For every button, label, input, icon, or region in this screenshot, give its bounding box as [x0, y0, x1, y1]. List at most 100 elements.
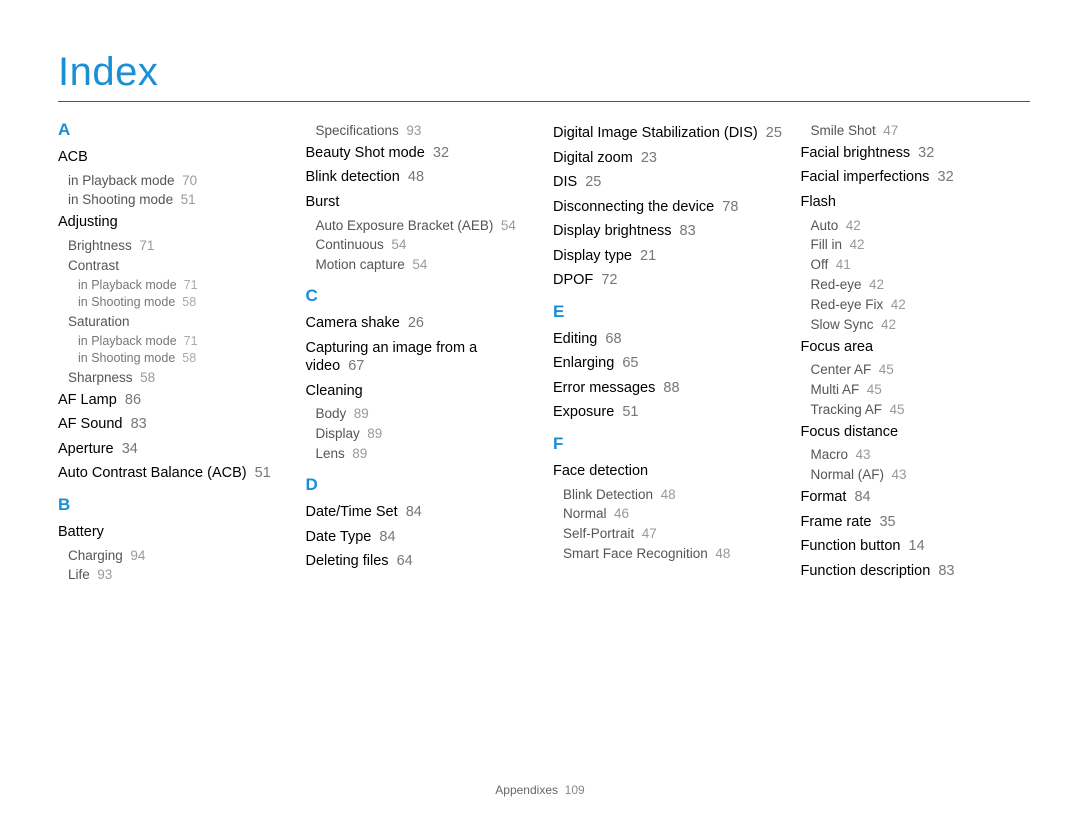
index-entry-page: 84	[379, 529, 395, 545]
index-subentry[interactable]: Fill in 42	[811, 237, 1031, 254]
index-subentry[interactable]: Smart Face Recognition 48	[563, 546, 783, 563]
index-entry[interactable]: DIS 25	[553, 173, 783, 192]
index-subentry[interactable]: in Playback mode 71	[78, 278, 288, 294]
index-entry[interactable]: Flash	[801, 193, 1031, 212]
index-entry[interactable]: Function description 83	[801, 562, 1031, 581]
index-entry[interactable]: AF Sound 83	[58, 415, 288, 434]
index-entry[interactable]: Display brightness 83	[553, 222, 783, 241]
index-entry-page: 64	[397, 553, 413, 569]
index-subentry[interactable]: Blink Detection 48	[563, 487, 783, 504]
index-entry[interactable]: Frame rate 35	[801, 513, 1031, 532]
index-entry[interactable]: Function button 14	[801, 537, 1031, 556]
index-subentry[interactable]: Specifications 93	[316, 123, 536, 140]
index-entry-page: 93	[406, 123, 421, 138]
index-entry[interactable]: Cleaning	[306, 382, 536, 401]
index-entry-page: 25	[766, 125, 782, 141]
index-entry[interactable]: Camera shake 26	[306, 314, 536, 333]
index-subentry[interactable]: Center AF 45	[811, 362, 1031, 379]
index-subentry[interactable]: Contrast	[68, 258, 288, 275]
index-subentry[interactable]: Lens 89	[316, 446, 536, 463]
index-entry[interactable]: Aperture 34	[58, 440, 288, 459]
index-entry[interactable]: Auto Contrast Balance (ACB) 51	[58, 464, 288, 483]
index-entry-page: 93	[97, 567, 112, 582]
index-entry-label: Red-eye	[811, 277, 862, 292]
index-entry-page: 83	[680, 223, 696, 239]
index-entry-page: 58	[182, 351, 196, 365]
index-entry-label: Facial brightness	[801, 145, 911, 161]
index-subentry[interactable]: in Playback mode 70	[68, 173, 288, 190]
index-entry[interactable]: Exposure 51	[553, 403, 783, 422]
index-entry-label: DPOF	[553, 272, 593, 288]
index-entry[interactable]: Facial brightness 32	[801, 144, 1031, 163]
index-subentry[interactable]: Auto Exposure Bracket (AEB) 54	[316, 218, 536, 235]
index-entry[interactable]: Burst	[306, 193, 536, 212]
index-subentry[interactable]: Motion capture 54	[316, 257, 536, 274]
index-entry-label: Function description	[801, 563, 931, 579]
index-entry[interactable]: Facial imperfections 32	[801, 168, 1031, 187]
index-entry[interactable]: Battery	[58, 523, 288, 542]
index-entry[interactable]: Editing 68	[553, 330, 783, 349]
index-entry-page: 42	[850, 237, 865, 252]
index-subentry[interactable]: Red-eye Fix 42	[811, 297, 1031, 314]
index-entry[interactable]: Focus distance	[801, 423, 1031, 442]
index-subentry[interactable]: Off 41	[811, 257, 1031, 274]
index-subentry[interactable]: in Shooting mode 58	[78, 351, 288, 367]
index-entry-label: Camera shake	[306, 315, 400, 331]
index-entry-label: Normal	[563, 506, 607, 521]
index-subentry[interactable]: Charging 94	[68, 548, 288, 565]
index-entry-label: Frame rate	[801, 514, 872, 530]
index-subentry[interactable]: Continuous 54	[316, 237, 536, 254]
index-subentry[interactable]: Sharpness 58	[68, 370, 288, 387]
index-subentry[interactable]: Display 89	[316, 426, 536, 443]
index-entry-page: 21	[640, 248, 656, 264]
index-entry[interactable]: Beauty Shot mode 32	[306, 144, 536, 163]
index-entry-label: in Shooting mode	[78, 351, 175, 365]
index-subentry[interactable]: Tracking AF 45	[811, 402, 1031, 419]
index-entry[interactable]: Disconnecting the device 78	[553, 198, 783, 217]
index-entry-page: 46	[614, 506, 629, 521]
index-entry[interactable]: Format 84	[801, 488, 1031, 507]
index-entry[interactable]: Face detection	[553, 462, 783, 481]
index-subentry[interactable]: Life 93	[68, 567, 288, 584]
index-entry[interactable]: ACB	[58, 148, 288, 167]
index-entry-label: ACB	[58, 149, 88, 165]
index-subentry[interactable]: Saturation	[68, 314, 288, 331]
index-entry[interactable]: Display type 21	[553, 247, 783, 266]
index-entry[interactable]: Digital zoom 23	[553, 149, 783, 168]
index-subentry[interactable]: Red-eye 42	[811, 277, 1031, 294]
index-entry-page: 70	[182, 173, 197, 188]
index-entry[interactable]: DPOF 72	[553, 271, 783, 290]
index-subentry[interactable]: Brightness 71	[68, 238, 288, 255]
index-entry[interactable]: Enlarging 65	[553, 354, 783, 373]
index-subentry[interactable]: in Playback mode 71	[78, 334, 288, 350]
index-subentry[interactable]: Smile Shot 47	[811, 123, 1031, 140]
index-subentry[interactable]: Auto 42	[811, 218, 1031, 235]
index-subentry[interactable]: Slow Sync 42	[811, 317, 1031, 334]
index-entry-label: Macro	[811, 447, 849, 462]
index-entry-page: 32	[433, 145, 449, 161]
index-subentry[interactable]: Body 89	[316, 406, 536, 423]
index-entry-page: 51	[622, 404, 638, 420]
index-entry[interactable]: Date/Time Set 84	[306, 503, 536, 522]
index-subentry[interactable]: Self-Portrait 47	[563, 526, 783, 543]
index-entry[interactable]: Blink detection 48	[306, 168, 536, 187]
index-entry[interactable]: Date Type 84	[306, 528, 536, 547]
index-entry-label: Display	[316, 426, 360, 441]
index-entry[interactable]: Adjusting	[58, 213, 288, 232]
index-entry-page: 45	[879, 362, 894, 377]
index-subentry[interactable]: in Shooting mode 58	[78, 295, 288, 311]
index-subentry[interactable]: Macro 43	[811, 447, 1031, 464]
index-entry[interactable]: Capturing an image from a video 67	[306, 339, 536, 376]
index-entry[interactable]: Deleting files 64	[306, 552, 536, 571]
index-subentry[interactable]: Normal 46	[563, 506, 783, 523]
index-entry-page: 71	[139, 238, 154, 253]
index-subentry[interactable]: in Shooting mode 51	[68, 192, 288, 209]
index-entry[interactable]: Digital Image Stabilization (DIS) 25	[553, 124, 783, 143]
index-entry-label: Beauty Shot mode	[306, 145, 425, 161]
index-subentry[interactable]: Multi AF 45	[811, 382, 1031, 399]
index-subentry[interactable]: Normal (AF) 43	[811, 467, 1031, 484]
index-entry[interactable]: Error messages 88	[553, 379, 783, 398]
index-entry[interactable]: AF Lamp 86	[58, 391, 288, 410]
index-entry-page: 54	[501, 218, 516, 233]
index-entry[interactable]: Focus area	[801, 338, 1031, 357]
